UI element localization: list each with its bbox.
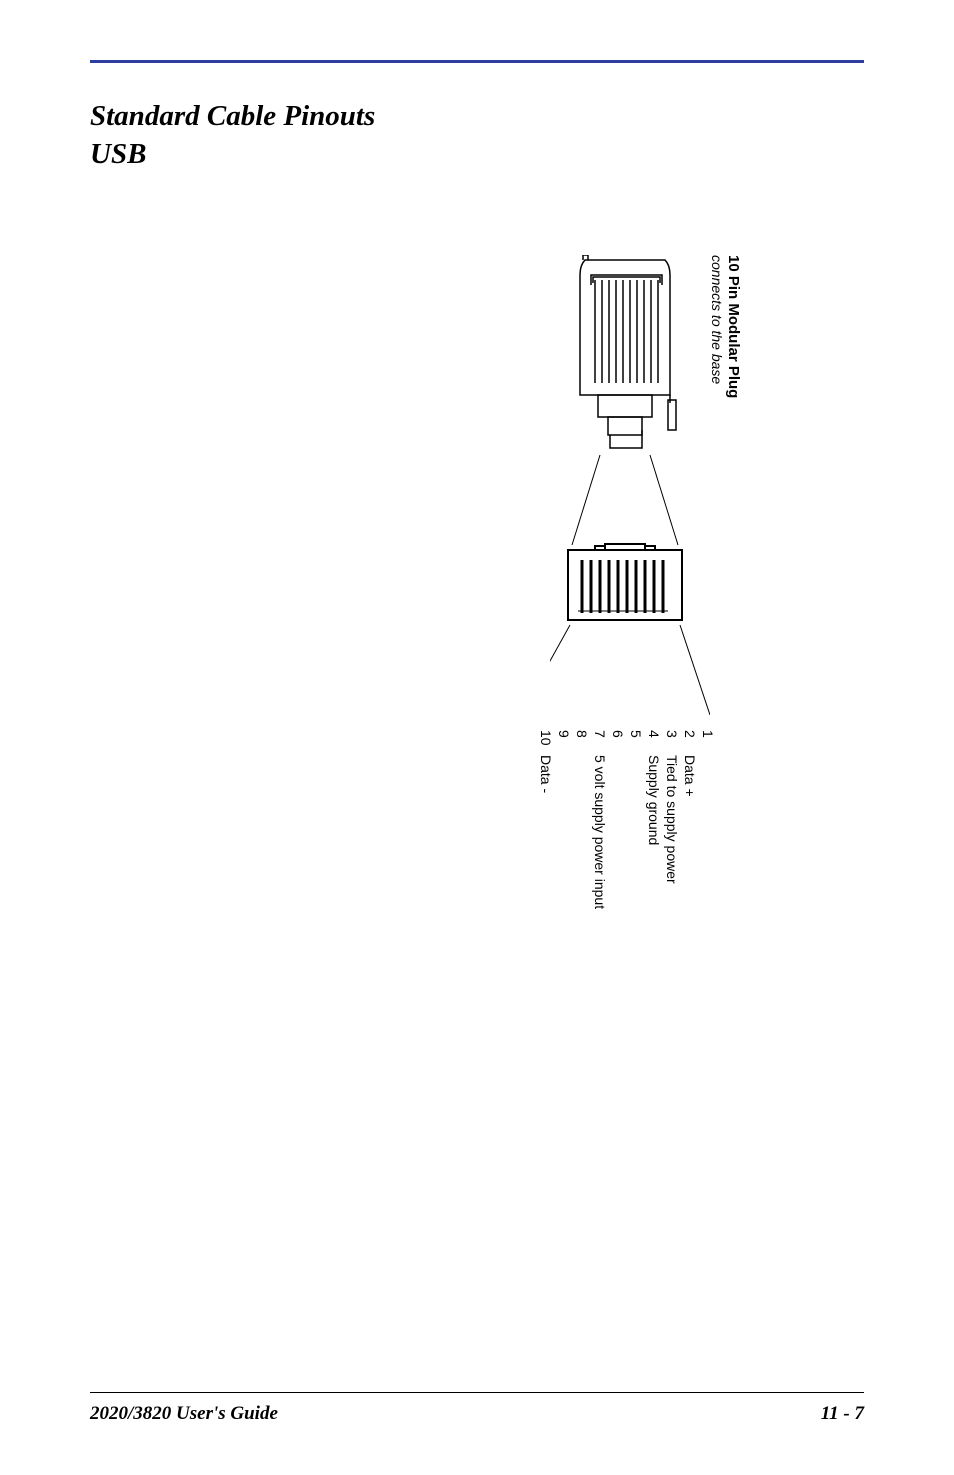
plug-subtitle: connects to the base: [709, 255, 725, 384]
plug-title: 10 Pin Modular Plug: [725, 255, 742, 398]
pin-number-7: 7: [592, 730, 608, 738]
section-title: Standard Cable Pinouts: [90, 98, 864, 136]
pin-label-4: Supply ground: [646, 755, 662, 845]
pin-number-4: 4: [646, 730, 662, 738]
top-rule: [90, 60, 864, 63]
connector-illustration: [550, 255, 710, 725]
pin-number-9: 9: [556, 730, 572, 738]
pinout-diagram: 10 Pin Modular Plug connects to the base: [480, 255, 780, 1055]
pin-label-10: Data -: [538, 755, 554, 793]
pin-number-8: 8: [574, 730, 590, 738]
footer-rule: [90, 1392, 864, 1393]
pin-number-2: 2: [682, 730, 698, 738]
pin-label-3: Tied to supply power: [664, 755, 680, 884]
pin-number-6: 6: [610, 730, 626, 738]
footer-guide-title: 2020/3820 User's Guide: [90, 1403, 278, 1425]
subsection-title: USB: [90, 138, 864, 171]
pin-number-1: 1: [700, 730, 716, 738]
pin-number-3: 3: [664, 730, 680, 738]
pin-number-5: 5: [628, 730, 644, 738]
pin-number-10: 10: [538, 730, 554, 746]
footer-page-number: 11 - 7: [821, 1403, 864, 1425]
page-footer: 2020/3820 User's Guide 11 - 7: [90, 1392, 864, 1425]
pin-label-7: 5 volt supply power input: [592, 755, 608, 909]
pin-label-2: Data +: [682, 755, 698, 797]
